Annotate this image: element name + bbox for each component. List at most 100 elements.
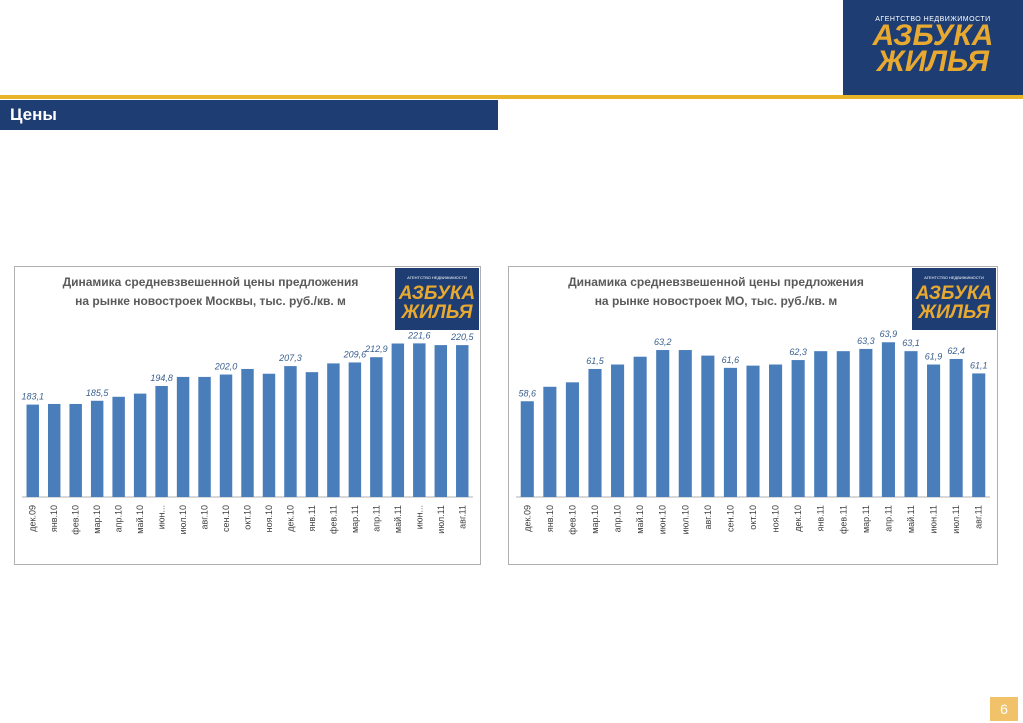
x-tick-label: мар.10 [590,505,600,534]
data-label: 63,9 [880,329,898,339]
data-label: 61,5 [586,356,605,366]
bar [262,373,276,497]
x-tick-label: июн... [414,505,424,529]
bar [155,385,168,497]
bar [836,351,850,497]
bar [814,351,828,497]
bar [47,403,61,497]
data-label: 209,6 [343,349,367,359]
data-label: 212,9 [364,344,388,354]
x-tick-label: авг.11 [457,505,467,529]
x-tick-label: окт.10 [748,505,758,530]
x-tick-label: сен.10 [725,505,735,532]
bar [176,376,190,497]
x-tick-label: дек.10 [793,505,803,532]
bar [565,382,579,497]
x-tick-label: янв.10 [545,505,555,532]
x-tick-label: янв.11 [816,505,826,531]
bar [456,345,469,497]
bar [701,355,715,497]
bar [859,348,873,497]
page-number: 6 [990,697,1018,721]
bar [133,393,147,497]
x-tick-label: июн.11 [929,505,939,534]
logo-caption: АГЕНТСТВО НЕДВИЖИМОСТИ [407,275,467,280]
bar [241,368,254,497]
x-tick-label: дек.09 [28,505,38,532]
logo: АГЕНТСТВО НЕДВИЖИМОСТИ АЗБУКА ЖИЛЬЯ [843,0,1023,95]
data-label: 63,3 [857,336,875,346]
chart-title: на рынке новостроек МО, тыс. руб./кв. м [595,294,838,308]
data-label: 63,2 [654,337,672,347]
section-title: Цены [0,100,498,130]
x-tick-label: фев.11 [838,505,848,534]
logo-text: ЖИЛЬЯ [918,302,991,323]
x-tick-label: апр.10 [613,505,623,532]
bar [112,396,125,497]
chart-title: Динамика средневзвешенной цены предложен… [63,275,359,289]
x-tick-label: фев.10 [567,505,577,535]
bar [611,364,625,497]
data-label: 58,6 [519,388,537,398]
bar [413,343,426,497]
data-label: 207,3 [278,353,302,363]
logo-caption: АГЕНТСТВО НЕДВИЖИМОСТИ [924,275,984,280]
data-label: 62,4 [947,346,965,356]
x-tick-label: май.10 [135,505,145,534]
data-label: 61,6 [722,355,740,365]
bar [881,342,895,497]
x-tick-label: авг.11 [974,505,984,529]
bar [904,351,918,497]
x-tick-label: фев.10 [71,505,81,535]
chart-logo [912,268,996,330]
bar [972,373,986,497]
logo-caption: АГЕНТСТВО НЕДВИЖИМОСТИ [875,16,991,23]
x-tick-label: июл.11 [436,505,446,534]
chart-title: Динамика средневзвешенной цены предложен… [568,275,864,289]
logo-text: АЗБУКА [398,283,475,304]
bar [69,403,82,497]
x-tick-label: авг.10 [703,505,713,529]
bar [391,343,405,497]
bar [791,360,805,497]
logo-text: ЖИЛЬЯ [401,302,474,323]
bar [520,401,534,497]
x-tick-label: янв.10 [49,505,59,532]
x-tick-label: май.11 [906,505,916,533]
bar [543,386,557,497]
bar [327,363,340,497]
x-tick-label: апр.10 [114,505,124,532]
chart-logo [395,268,479,330]
x-tick-label: окт.10 [243,505,253,530]
x-tick-label: мар.11 [350,505,360,533]
logo-text: ЖИЛЬЯ [877,45,989,78]
bar [434,345,448,497]
bar [284,366,297,497]
x-tick-label: ноя.10 [264,505,274,532]
x-tick-label: ноя.10 [771,505,781,532]
x-tick-label: фев.11 [328,505,338,534]
logo-text: АЗБУКА [915,283,992,304]
bar [656,350,670,497]
data-label: 63,1 [902,338,920,348]
data-label: 62,3 [789,347,807,357]
bar [746,365,760,497]
x-tick-label: сен.10 [221,505,231,532]
chart-title: на рынке новостроек Москвы, тыс. руб./кв… [75,294,346,308]
x-tick-label: дек.10 [285,505,295,532]
x-tick-label: мар.11 [861,505,871,533]
x-tick-label: июл.10 [680,505,690,534]
x-tick-label: апр.11 [371,505,381,532]
bar [26,404,39,497]
data-label: 61,1 [970,360,988,370]
bar [588,368,602,497]
x-tick-label: мар.10 [92,505,102,534]
data-label: 194,8 [150,373,173,383]
x-tick-label: июн... [157,505,167,529]
bar [723,367,737,497]
bar [633,356,647,497]
bar [370,357,383,497]
